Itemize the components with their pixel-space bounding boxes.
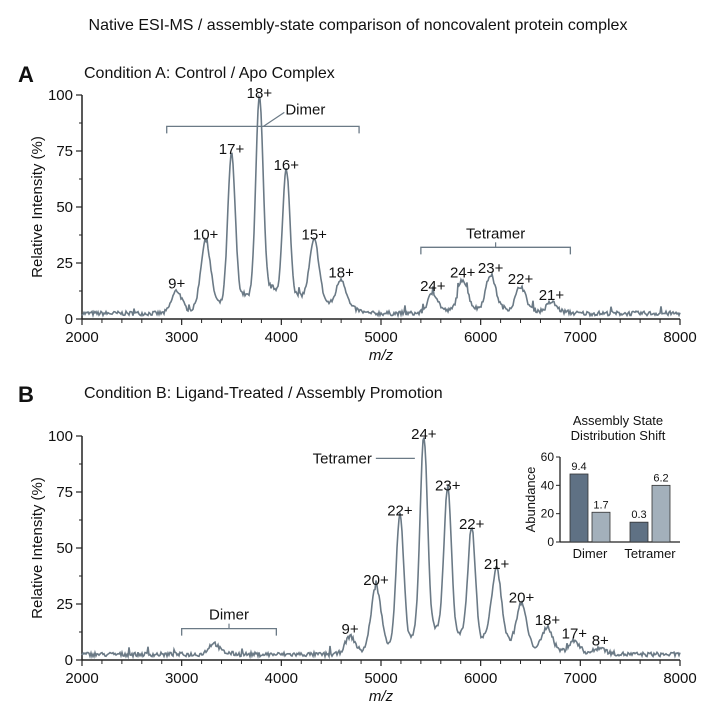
- figure-title: Native ESI-MS / assembly-state compariso…: [89, 17, 628, 34]
- inset-y-tick-label: 0: [547, 535, 554, 549]
- inset-bar: [591, 511, 611, 543]
- y-tick-label: 25: [56, 255, 73, 272]
- annotation-label: Tetramer: [313, 450, 372, 467]
- peak-label: 9+: [342, 621, 359, 638]
- inset-title-line: Assembly State: [573, 413, 663, 428]
- x-tick-label: 5000: [364, 670, 397, 687]
- annotation-label: Dimer: [209, 607, 249, 624]
- peak-label: 24+: [420, 278, 446, 295]
- peak-label: 8+: [592, 632, 609, 649]
- annotation-label: Dimer: [285, 101, 325, 118]
- peak-label: 18+: [247, 85, 273, 102]
- y-tick-label: 100: [48, 428, 73, 445]
- y-tick-label: 50: [56, 199, 73, 216]
- bracket: [420, 246, 572, 255]
- y-axis-label: Relative Intensity (%): [29, 136, 46, 278]
- x-tick-label: 8000: [663, 670, 696, 687]
- x-axis-label: m/z: [369, 347, 394, 364]
- peak-label: 17+: [219, 141, 245, 158]
- x-axis-label: m/z: [369, 688, 394, 705]
- peak-label: 10+: [193, 226, 219, 243]
- peak-label: 17+: [562, 626, 588, 643]
- peak-label: 20+: [509, 590, 535, 607]
- y-tick-label: 100: [48, 87, 73, 104]
- y-tick-label: 75: [56, 484, 73, 501]
- inset-bar-label: 1.7: [593, 499, 608, 511]
- x-tick-label: 7000: [564, 670, 597, 687]
- peak-label: 22+: [508, 271, 534, 288]
- peak-label: 18+: [535, 612, 561, 629]
- inset-bar: [569, 473, 589, 543]
- y-axis-label: Relative Intensity (%): [29, 477, 46, 619]
- spectrum-trace: [81, 94, 681, 319]
- x-tick-label: 7000: [564, 329, 597, 346]
- peak-label: 16+: [274, 157, 300, 174]
- annotation-label: Tetramer: [466, 225, 525, 242]
- bracket: [166, 125, 360, 134]
- peak-label: 22+: [459, 516, 485, 533]
- panel-title: Condition A: Control / Apo Complex: [84, 65, 335, 82]
- inset-bar: [651, 484, 671, 543]
- x-tick-label: 8000: [663, 329, 696, 346]
- peak-label: 20+: [363, 572, 389, 589]
- y-tick-label: 75: [56, 143, 73, 160]
- inset-bar-label: 6.2: [653, 472, 668, 484]
- peak-label: 23+: [478, 260, 504, 277]
- panel-b: B Condition B: Ligand-Treated / Assembly …: [18, 382, 697, 705]
- peak-label: 9+: [168, 276, 185, 293]
- inset-bar: [629, 521, 649, 543]
- y-tick-label: 25: [56, 596, 73, 613]
- spectrum-trace: [81, 437, 681, 660]
- peak-label: 18+: [328, 264, 354, 281]
- peak-label: 21+: [539, 287, 565, 304]
- x-tick-label: 4000: [265, 670, 298, 687]
- inset-bar-label: 0.3: [631, 509, 646, 521]
- peak-label: 15+: [301, 226, 327, 243]
- inset-title: Assembly State Distribution Shift: [571, 413, 666, 443]
- x-tick-label: 6000: [464, 670, 497, 687]
- inset-category-label: Dimer: [573, 546, 608, 561]
- inset-y-axis-label: Abundance: [523, 467, 538, 533]
- x-tick-label: 3000: [165, 670, 198, 687]
- y-tick-label: 0: [65, 652, 73, 669]
- peak-label: 23+: [435, 478, 461, 495]
- peak-label: 21+: [484, 556, 510, 573]
- panel-title: Condition B: Ligand-Treated / Assembly P…: [84, 385, 443, 402]
- x-tick-label: 4000: [265, 329, 298, 346]
- x-tick-label: 2000: [65, 670, 98, 687]
- inset-title-line: Distribution Shift: [571, 428, 666, 443]
- peak-label: 24+: [450, 264, 476, 281]
- leader-line: [263, 111, 285, 127]
- inset-category-label: Tetramer: [624, 546, 676, 561]
- x-tick-label: 6000: [464, 329, 497, 346]
- panel-letter: B: [18, 382, 34, 407]
- panel-letter: A: [18, 62, 34, 87]
- x-tick-label: 3000: [165, 329, 198, 346]
- peak-label: 22+: [387, 502, 413, 519]
- panel-a: A Condition A: Control / Apo Complex 2000 3…: [18, 62, 697, 364]
- x-tick-label: 2000: [65, 329, 98, 346]
- inset-bar-label: 9.4: [571, 461, 586, 473]
- x-tick-label: 5000: [364, 329, 397, 346]
- inset-bar-chart: Assembly State Distribution Shift0204060A…: [523, 413, 680, 561]
- bracket: [181, 627, 277, 636]
- inset-y-tick-label: 40: [541, 478, 555, 492]
- inset-y-tick-label: 60: [541, 450, 555, 464]
- inset-y-tick-label: 20: [541, 507, 555, 521]
- y-tick-label: 50: [56, 540, 73, 557]
- y-tick-label: 0: [65, 311, 73, 328]
- peak-label: 24+: [411, 426, 437, 443]
